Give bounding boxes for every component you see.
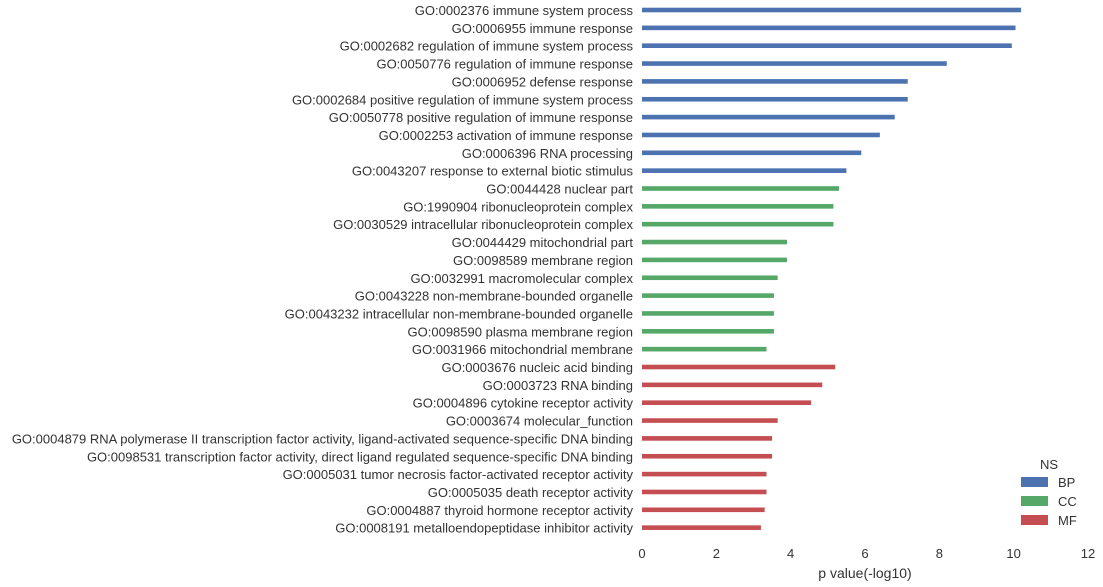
bar [642, 418, 778, 423]
legend: NS BP CC MF [1021, 457, 1077, 528]
category-label: GO:0098589 membrane region [453, 253, 633, 268]
category-label: GO:0008191 metalloendopeptidase inhibito… [335, 521, 633, 536]
bar [642, 25, 1016, 31]
bar [642, 79, 908, 84]
category-label: GO:0006955 immune response [452, 21, 633, 36]
bar [642, 239, 787, 245]
bar [642, 221, 834, 227]
bar [642, 150, 862, 156]
legend-label: BP [1058, 475, 1075, 490]
x-tick-label: 0 [638, 546, 645, 561]
legend-swatch [1021, 515, 1048, 525]
bars-group [642, 7, 1022, 530]
category-label: GO:0006952 defense response [452, 74, 633, 89]
legend-swatch [1021, 477, 1048, 487]
category-label: GO:0044429 mitochondrial part [452, 235, 634, 250]
category-label: GO:0003676 nucleic acid binding [441, 360, 633, 375]
legend-swatch [1021, 496, 1048, 506]
bar [642, 525, 761, 530]
category-label: GO:0004887 thyroid hormone receptor acti… [366, 503, 633, 518]
category-label: GO:0098590 plasma membrane region [408, 324, 633, 339]
x-tick-label: 6 [861, 546, 868, 561]
category-labels-group: GO:0002376 immune system process GO:00069… [12, 3, 634, 536]
legend-label: CC [1058, 494, 1077, 509]
category-label: GO:0031966 mitochondrial membrane [412, 342, 633, 357]
bar [642, 168, 847, 173]
bar [642, 204, 834, 209]
bar [642, 507, 765, 513]
legend-label: MF [1058, 513, 1077, 528]
x-tick-label: 12 [1081, 546, 1095, 561]
category-label: GO:0005035 death receptor activity [428, 485, 634, 500]
bar [642, 329, 774, 334]
category-label: GO:0050776 regulation of immune response [376, 57, 633, 72]
bar [642, 471, 767, 477]
bar [642, 61, 947, 66]
bar [642, 293, 774, 298]
bar [642, 436, 773, 441]
bar [642, 364, 836, 370]
category-label: GO:0004879 RNA polymerase II transcripti… [12, 431, 633, 446]
x-tick-label: 8 [936, 546, 943, 561]
category-label: GO:0006396 RNA processing [462, 146, 633, 161]
x-tick-labels-group: 0 2 4 6 8 10 12 [638, 546, 1095, 561]
category-label: GO:0043232 intracellular non-membrane-bo… [285, 306, 633, 321]
category-label: GO:0002376 immune system process [415, 3, 634, 18]
bar [642, 346, 767, 352]
category-label: GO:0043207 response to external biotic s… [352, 164, 634, 179]
bar [642, 453, 773, 459]
bar [642, 311, 774, 316]
bar [642, 257, 787, 263]
bar [642, 43, 1012, 48]
category-label: GO:0003723 RNA binding [483, 378, 633, 393]
category-label: GO:0044428 nuclear part [486, 182, 633, 197]
bar [642, 186, 839, 191]
bar [642, 400, 812, 405]
x-axis-title: p value(-log10) [818, 565, 911, 581]
x-tick-label: 10 [1006, 546, 1020, 561]
bar [642, 382, 823, 388]
category-label: GO:0030529 intracellular ribonucleoprote… [333, 217, 633, 232]
category-label: GO:0002253 activation of immune response [379, 128, 633, 143]
bar [642, 96, 908, 102]
bar [642, 114, 895, 120]
category-label: GO:0043228 non-membrane-bounded organell… [355, 289, 633, 304]
category-label: GO:0004896 cytokine receptor activity [413, 396, 634, 411]
category-label: GO:0002684 positive regulation of immune… [292, 92, 634, 107]
legend-title: NS [1040, 457, 1058, 472]
bar [642, 132, 880, 138]
category-label: GO:1990904 ribonucleoprotein complex [403, 199, 633, 214]
category-label: GO:0098531 transcription factor activity… [87, 449, 633, 464]
category-label: GO:0005031 tumor necrosis factor-activat… [283, 467, 634, 482]
bar [642, 489, 767, 495]
bar [642, 275, 778, 281]
category-label: GO:0003674 molecular_function [446, 414, 633, 429]
x-tick-label: 2 [713, 546, 720, 561]
category-label: GO:0050778 positive regulation of immune… [329, 110, 633, 125]
category-label: GO:0032991 macromolecular complex [410, 271, 633, 286]
category-label: GO:0002682 regulation of immune system p… [340, 39, 634, 54]
x-tick-label: 4 [787, 546, 794, 561]
bar [642, 7, 1022, 13]
